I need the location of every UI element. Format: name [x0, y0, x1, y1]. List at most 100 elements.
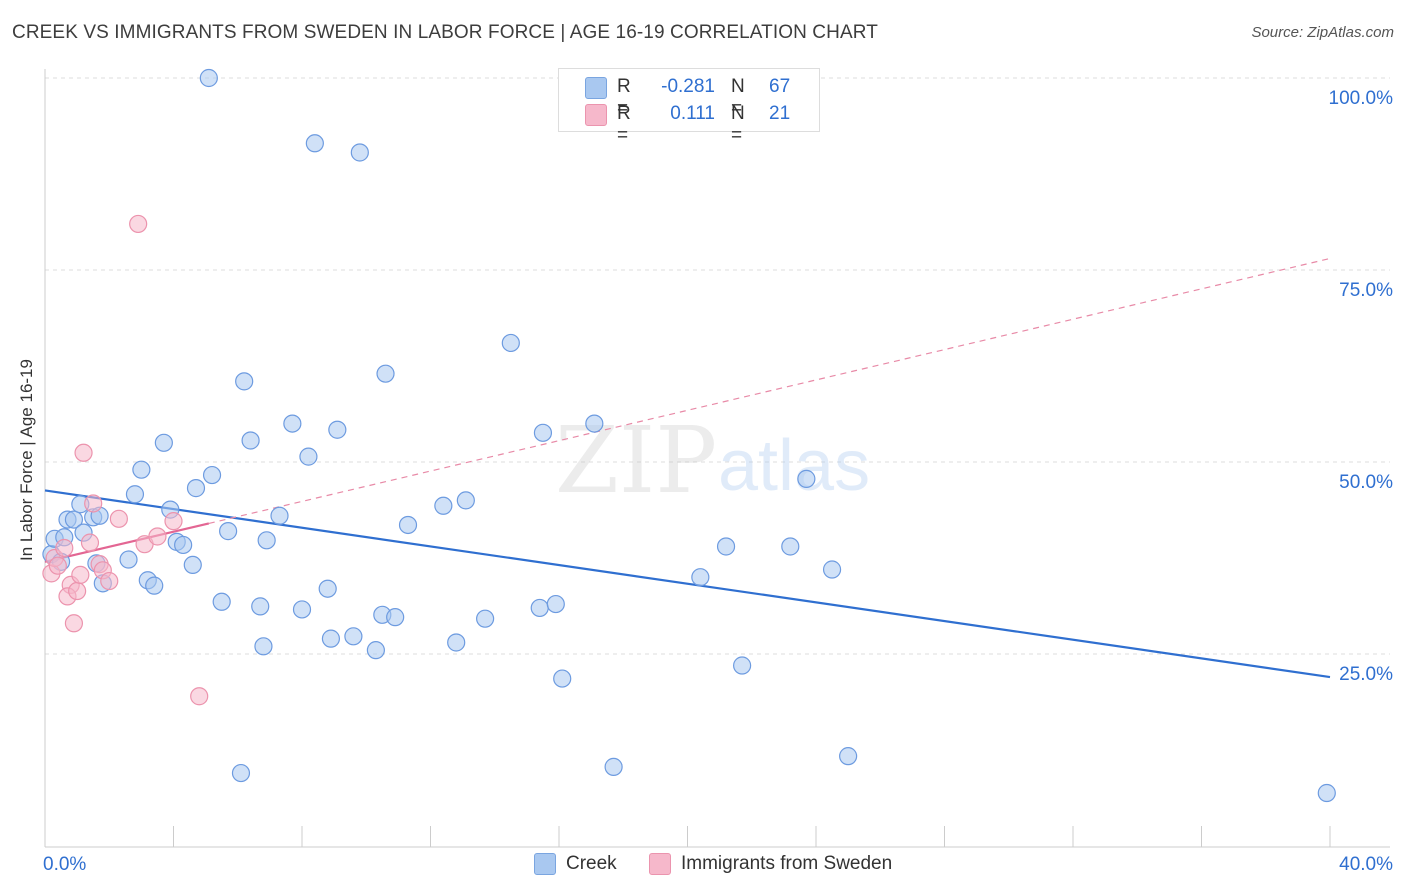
y-tick-label: 100.0%: [1329, 88, 1394, 109]
sweden-point: [74, 443, 93, 462]
creek-point: [186, 479, 206, 498]
creek-point: [716, 537, 736, 556]
tick-labels: 25.0% 50.0% 75.0% 100.0% 0.0% 40.0%: [43, 88, 1393, 875]
creek-point: [366, 641, 385, 660]
creek-point: [822, 560, 842, 579]
creek-point: [251, 597, 270, 616]
creek-point: [64, 510, 84, 529]
creek-point: [305, 134, 324, 153]
sweden-swatch: [585, 104, 607, 126]
creek-point: [254, 637, 273, 656]
r-label: R =: [617, 103, 631, 146]
y-tick-label: 50.0%: [1339, 472, 1393, 493]
creek-point: [501, 333, 520, 353]
creek-point: [530, 598, 549, 618]
creek-point: [398, 515, 418, 535]
creek-point: [553, 669, 572, 688]
r-value: 0.111: [670, 103, 715, 124]
sweden-point: [80, 533, 100, 552]
sweden-point: [48, 556, 67, 575]
data-points: [42, 68, 1336, 803]
creek-point: [839, 747, 858, 766]
creek-point: [476, 609, 495, 628]
creek-point: [344, 627, 363, 646]
axes: [44, 69, 1390, 848]
sweden-point: [64, 614, 84, 633]
creek-point: [154, 433, 173, 452]
creek-point: [292, 600, 312, 619]
creek-point: [328, 420, 347, 439]
creek-point: [585, 414, 604, 433]
creek-point: [202, 465, 222, 485]
creek-point: [257, 531, 276, 550]
creek-point: [386, 608, 405, 627]
creek-point: [231, 763, 251, 783]
creek-point: [299, 447, 318, 466]
creek-swatch: [585, 77, 607, 99]
n-label: N =: [731, 76, 745, 119]
creek-point: [318, 579, 337, 598]
grid-lines: [45, 77, 1390, 655]
sweden-point: [190, 687, 209, 706]
creek-point: [270, 506, 289, 525]
sweden-legend-label: Immigrants from Sweden: [681, 853, 893, 874]
creek-point: [456, 491, 475, 510]
chart-title: CREEK VS IMMIGRANTS FROM SWEDEN IN LABOR…: [12, 22, 878, 43]
watermark-atlas: atlas: [718, 426, 870, 506]
sweden-point: [55, 538, 74, 558]
sweden-point: [100, 571, 119, 591]
creek-point: [733, 656, 752, 675]
sweden-legend-swatch: [649, 853, 671, 875]
creek-point: [350, 143, 369, 162]
source-label: Source: ZipAtlas.com: [1251, 24, 1394, 41]
creek-point: [174, 535, 193, 555]
creek-point: [604, 757, 623, 776]
creek-point: [691, 568, 710, 587]
n-value: 21: [769, 103, 791, 124]
creek-point: [125, 485, 145, 504]
watermark: ZIP atlas: [555, 407, 870, 514]
creek-legend-label: Creek: [566, 853, 617, 874]
watermark-zip: ZIP: [555, 407, 717, 514]
creek-point: [376, 364, 395, 383]
x-tick-label-max: 40.0%: [1339, 854, 1393, 875]
creek-point: [199, 68, 218, 88]
trend-lines: [44, 257, 1331, 679]
sweden-point: [129, 214, 148, 234]
creek-point: [533, 423, 553, 442]
creek-point: [546, 594, 565, 614]
creek-point: [434, 496, 453, 515]
sweden-trend-extension: [208, 257, 1331, 525]
n-label: N =: [731, 103, 745, 146]
creek-point: [781, 537, 800, 556]
stats-legend: R = -0.281 N = 67 R = 0.111 N = 21: [558, 68, 820, 146]
n-value: 67: [769, 76, 791, 97]
r-label: R =: [617, 76, 631, 119]
sweden-point: [84, 494, 103, 513]
creek-point: [145, 576, 164, 595]
sweden-trend-line: [44, 522, 210, 563]
sweden-point: [71, 565, 90, 584]
y-axis-label: In Labor Force | Age 16-19: [17, 359, 36, 561]
sweden-point: [68, 581, 87, 601]
sweden-point: [164, 512, 183, 531]
creek-point: [1317, 783, 1336, 803]
creek-point: [235, 372, 254, 391]
y-tick-label: 25.0%: [1339, 664, 1393, 685]
creek-trend-line: [44, 489, 1331, 679]
creek-legend-swatch: [534, 853, 556, 875]
creek-point: [283, 414, 302, 433]
r-value: -0.281: [661, 76, 715, 97]
creek-point: [797, 469, 816, 488]
creek-point: [212, 592, 231, 611]
sweden-point: [109, 509, 128, 528]
creek-point: [241, 431, 260, 450]
creek-point: [447, 633, 466, 652]
y-tick-label: 75.0%: [1339, 280, 1393, 301]
creek-point: [132, 460, 151, 479]
creek-point: [119, 550, 138, 569]
sweden-point: [148, 527, 167, 546]
creek-point: [219, 522, 238, 541]
creek-point: [183, 555, 202, 575]
